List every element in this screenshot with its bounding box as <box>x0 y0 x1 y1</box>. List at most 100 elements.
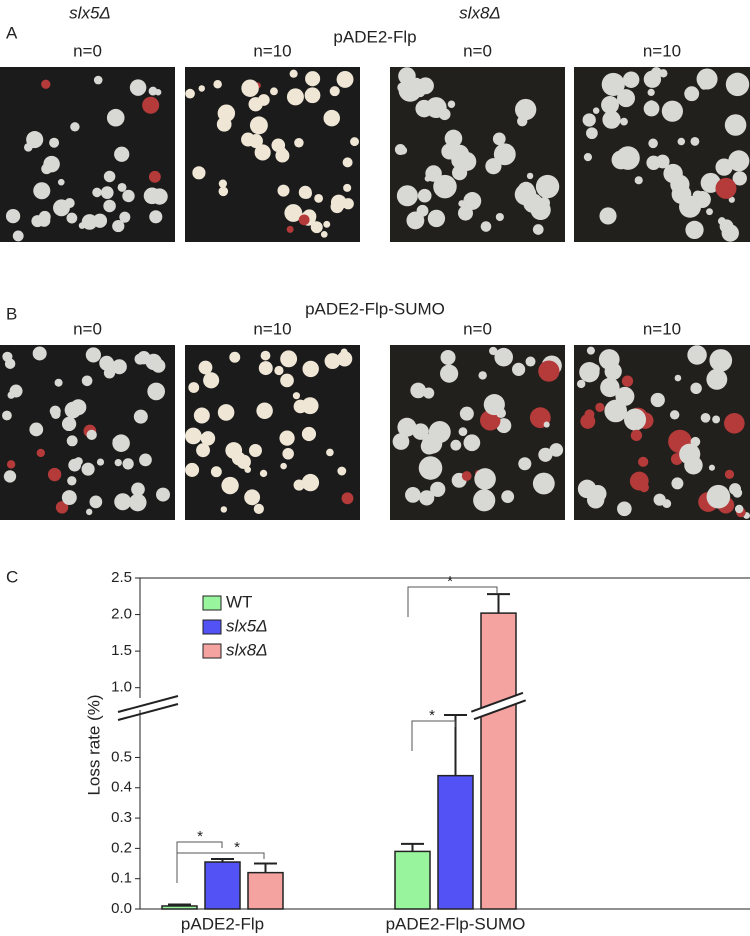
colony <box>137 350 151 365</box>
colony <box>112 437 119 444</box>
colony <box>289 69 298 78</box>
colony <box>103 199 116 213</box>
colony <box>280 462 287 470</box>
y-tick-label: 0.3 <box>111 809 132 826</box>
colony <box>66 435 78 447</box>
colony <box>699 81 708 90</box>
colony <box>630 429 643 442</box>
colony <box>86 429 97 441</box>
colony <box>532 472 555 495</box>
bar <box>161 905 198 910</box>
colony <box>706 368 728 390</box>
colony <box>64 197 75 209</box>
legend-label: slx5Δ <box>226 616 268 635</box>
colony <box>424 175 431 182</box>
x-tick-label: pADE2-Flp-SUMO <box>386 914 526 933</box>
colony <box>601 95 619 114</box>
colony <box>131 482 145 497</box>
colony <box>679 195 702 218</box>
error-bar <box>254 862 277 873</box>
colony <box>601 72 625 97</box>
colony <box>292 392 301 400</box>
bar <box>394 850 431 910</box>
colony <box>473 489 496 512</box>
colony <box>282 447 294 460</box>
colony <box>599 207 617 225</box>
colony <box>5 208 21 224</box>
colony <box>674 374 682 382</box>
colony <box>494 347 513 367</box>
colony <box>616 146 640 170</box>
colony <box>617 501 632 517</box>
colony <box>514 183 537 206</box>
colony <box>700 412 711 423</box>
colony <box>23 143 33 152</box>
colony <box>253 503 264 514</box>
colony <box>241 79 259 97</box>
colony <box>423 387 435 399</box>
colony <box>193 407 210 424</box>
colony <box>458 427 468 437</box>
colony <box>549 443 564 457</box>
colony <box>514 98 537 121</box>
colony <box>582 113 596 127</box>
colony <box>725 72 750 97</box>
colony <box>728 196 735 203</box>
colony <box>324 353 341 370</box>
colony <box>624 408 647 431</box>
colony <box>405 487 421 503</box>
photos: n=0 n=10 n=0 n=10 n=0 n=10 n=0 n=10 <box>0 41 750 520</box>
colony <box>274 365 284 376</box>
bar <box>480 612 517 910</box>
colony <box>100 186 114 199</box>
colony <box>326 448 334 457</box>
colony <box>41 79 51 89</box>
colony <box>715 177 737 199</box>
colony <box>188 382 200 393</box>
colony <box>301 426 317 442</box>
colony <box>535 174 560 199</box>
colony <box>646 155 661 170</box>
colony <box>600 377 620 398</box>
colony <box>647 88 655 97</box>
legend-swatch <box>202 643 222 659</box>
colony <box>284 204 303 222</box>
colony <box>249 116 268 135</box>
colony <box>304 87 321 104</box>
legend-label: WT <box>226 592 252 611</box>
colony <box>517 115 528 127</box>
colony <box>147 382 166 401</box>
colony <box>92 213 108 228</box>
colony <box>117 182 127 192</box>
colony <box>6 460 16 469</box>
colony <box>129 79 147 96</box>
colony <box>61 490 77 506</box>
colony <box>663 163 683 184</box>
colony <box>343 183 352 192</box>
colony <box>337 466 347 476</box>
strain-label: slx5Δ <box>69 3 111 22</box>
colony <box>728 150 750 172</box>
colony <box>724 114 747 136</box>
colony <box>684 86 700 102</box>
significance-bracket <box>411 720 456 751</box>
colony <box>154 89 162 96</box>
colony <box>254 144 271 161</box>
significance-label: * <box>234 839 240 856</box>
legend-swatch <box>202 595 222 611</box>
colony <box>341 492 354 505</box>
colony <box>483 394 505 416</box>
colony <box>298 185 312 199</box>
colony <box>217 104 236 122</box>
colony <box>336 70 354 88</box>
photo-label: n=0 <box>463 319 492 338</box>
colony <box>323 109 340 127</box>
colony <box>715 158 733 176</box>
colony <box>142 96 160 114</box>
colony <box>620 117 628 126</box>
y-tick-label: 0.2 <box>111 839 132 856</box>
colony <box>410 382 427 399</box>
colony <box>433 174 457 199</box>
colony <box>397 82 408 93</box>
